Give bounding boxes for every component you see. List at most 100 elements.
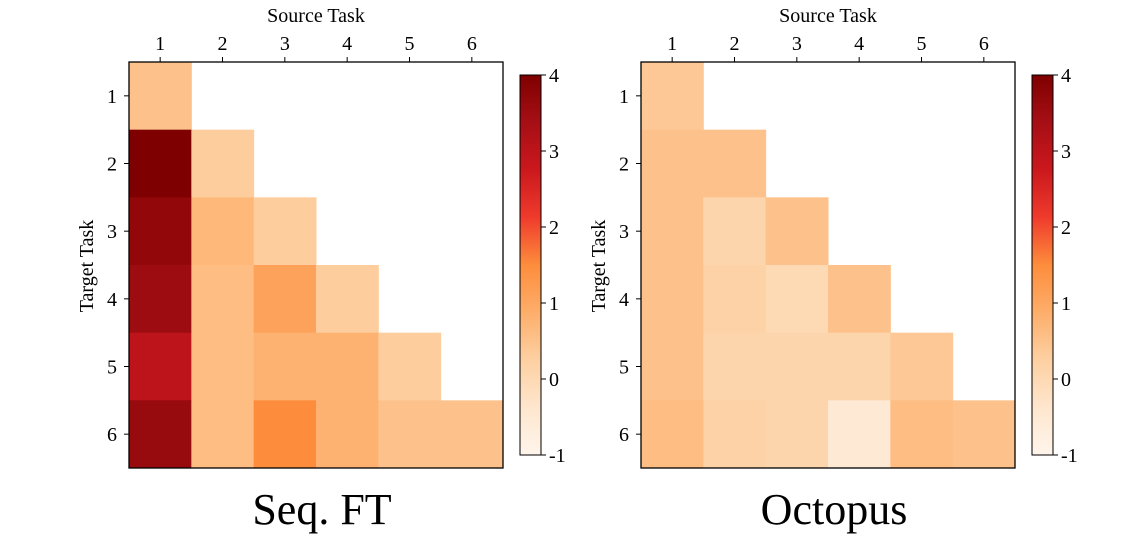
heatmap-cell-r6-c3: [765, 400, 829, 469]
colorbar-tick-label: -1: [1061, 445, 1078, 467]
x-tick-label: 2: [218, 33, 228, 55]
y-tick-label: 2: [619, 154, 629, 176]
heatmap-cell-r6-c3: [253, 400, 317, 469]
x-tick-label: 4: [342, 33, 352, 55]
colorbar-tick-label: 4: [549, 65, 559, 87]
heatmap-cell-r5-c4: [828, 332, 891, 401]
colorbar-tick-label: 1: [549, 293, 559, 315]
heatmap-cell-r2-c2: [703, 129, 767, 198]
x-tick-label: 6: [979, 33, 989, 55]
y-tick-label: 3: [619, 221, 629, 243]
y-tick-label: 5: [107, 357, 117, 379]
colorbar-tick-label: 4: [1061, 65, 1071, 87]
heatmap-cell-r3-c2: [703, 197, 767, 266]
colorbar-tick-label: 3: [549, 141, 559, 163]
heatmap-cell-r2-c2: [191, 129, 255, 198]
x-tick-label: 1: [667, 33, 677, 55]
heatmap-cell-r1-c1: [641, 62, 704, 131]
colorbar-gradient: [519, 74, 542, 456]
colorbar-tick-label: -1: [549, 445, 566, 467]
heatmap-cell-r6-c4: [316, 400, 379, 469]
plot-frame: [640, 61, 1016, 469]
heatmap-cell-r6-c5: [378, 400, 442, 469]
colorbar-tick-label: 0: [1061, 369, 1071, 391]
y-tick-labels: 1 2 3 4 5 6: [619, 86, 641, 446]
colorbar-tick-label: 2: [549, 217, 559, 239]
panel-title: Octopus: [761, 485, 908, 534]
heatmap-cells: [641, 62, 1016, 469]
heatmap-cell-r4-c1: [641, 265, 704, 334]
y-tick-labels: 1 2 3 4 5 6: [107, 86, 129, 446]
x-tick-label: 3: [792, 33, 802, 55]
y-tick-label: 4: [107, 289, 117, 311]
colorbar-tick-label: 2: [1061, 217, 1071, 239]
heatmap-cell-r4-c2: [703, 265, 767, 334]
heatmap-cell-r5-c1: [129, 332, 192, 401]
heatmap-cell-r5-c3: [253, 332, 317, 401]
x-tick-label: 6: [467, 33, 477, 55]
heatmap-cell-r6-c2: [703, 400, 767, 469]
heatmap-cell-r1-c1: [129, 62, 192, 131]
x-tick-label: 5: [405, 33, 415, 55]
heatmap-cell-r6-c1: [641, 400, 704, 469]
heatmap-cell-r5-c3: [765, 332, 829, 401]
x-tick-labels: 1 2 3 4 5 6: [155, 33, 477, 62]
heatmap-cell-r5-c5: [890, 332, 954, 401]
heatmap-panel-octopus: Source Task Target Task 1 2 3 4 5 6 1 2 3 4 5 6 -1…: [588, 5, 1078, 534]
x-tick-label: 2: [730, 33, 740, 55]
heatmap-cell-r2-c1: [641, 129, 704, 198]
heatmap-cell-r5-c4: [316, 332, 379, 401]
colorbar-tick-label: 0: [549, 369, 559, 391]
y-tick-label: 4: [619, 289, 629, 311]
colorbar-tick-label: 3: [1061, 141, 1071, 163]
x-tick-label: 3: [280, 33, 290, 55]
heatmap-cell-r3-c1: [641, 197, 704, 266]
heatmap-cell-r4-c4: [828, 265, 891, 334]
y-tick-label: 2: [107, 154, 117, 176]
colorbar-ticks: -1 0 1 2 3 4: [1053, 65, 1078, 467]
x-tick-label: 4: [854, 33, 864, 55]
heatmap-cell-r5-c5: [378, 332, 442, 401]
colorbar: -1 0 1 2 3 4: [1031, 65, 1078, 467]
y-tick-label: 1: [107, 86, 117, 108]
heatmap-cell-r6-c6: [440, 400, 504, 469]
heatmap-cell-r4-c2: [191, 265, 255, 334]
heatmap-cell-r6-c4: [828, 400, 891, 469]
y-axis-label: Target Task: [76, 220, 98, 313]
heatmap-cell-r3-c2: [191, 197, 255, 266]
y-tick-label: 6: [107, 424, 117, 446]
heatmap-panel-seq-ft: Source Task Target Task 1 2 3 4 5 6 1 2 3 4 5 6 -1…: [76, 5, 566, 534]
heatmap-cell-r5-c2: [703, 332, 767, 401]
heatmap-cell-r3-c1: [129, 197, 192, 266]
heatmap-cell-r4-c4: [316, 265, 379, 334]
heatmap-cell-r6-c5: [890, 400, 954, 469]
x-axis-label: Source Task: [267, 5, 365, 27]
colorbar-tick-label: 1: [1061, 293, 1071, 315]
heatmap-cells: [129, 62, 504, 469]
heatmap-cell-r3-c3: [765, 197, 829, 266]
colorbar-gradient: [1031, 74, 1054, 456]
x-tick-label: 5: [917, 33, 927, 55]
panel-title: Seq. FT: [252, 485, 391, 534]
plot-frame: [128, 61, 504, 469]
heatmap-cell-r6-c2: [191, 400, 255, 469]
colorbar-ticks: -1 0 1 2 3 4: [541, 65, 566, 467]
x-axis-label: Source Task: [779, 5, 877, 27]
y-tick-label: 5: [619, 357, 629, 379]
heatmap-cell-r4-c1: [129, 265, 192, 334]
colorbar: -1 0 1 2 3 4: [519, 65, 566, 467]
heatmap-cell-r6-c6: [952, 400, 1016, 469]
y-tick-label: 3: [107, 221, 117, 243]
heatmap-cell-r6-c1: [129, 400, 192, 469]
x-tick-label: 1: [155, 33, 165, 55]
heatmap-cell-r2-c1: [129, 129, 192, 198]
y-tick-label: 6: [619, 424, 629, 446]
heatmap-cell-r5-c2: [191, 332, 255, 401]
heatmap-cell-r3-c3: [253, 197, 317, 266]
heatmap-cell-r4-c3: [765, 265, 829, 334]
y-tick-label: 1: [619, 86, 629, 108]
x-tick-labels: 1 2 3 4 5 6: [667, 33, 989, 62]
heatmap-cell-r5-c1: [641, 332, 704, 401]
